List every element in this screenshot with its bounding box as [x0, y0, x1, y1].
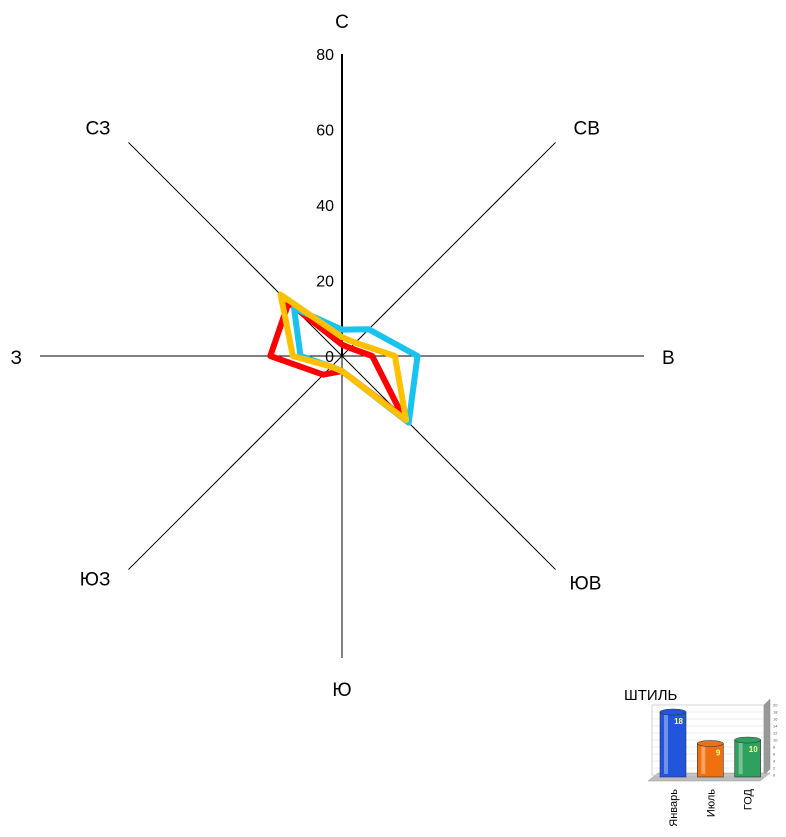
direction-label: З: [11, 348, 22, 369]
calm-bar-category-label: ГОД: [743, 788, 755, 810]
calm-bar-chart: ШТИЛЬ 0 2 4 6 8 10 12 14 16 18 20 18 Январь 9 Июль 10 Г…: [624, 687, 778, 827]
calm-chart-y-tick: 8: [773, 745, 776, 750]
radar-axis-line: [128, 142, 343, 357]
calm-bar-cap: [734, 736, 761, 744]
calm-bar: [697, 743, 724, 778]
calm-bar-highlight: [701, 746, 706, 774]
direction-label: ЮВ: [570, 574, 602, 595]
direction-label: В: [662, 348, 675, 369]
radar-axis-line: [128, 355, 343, 570]
direction-label: СЗ: [85, 118, 110, 139]
calm-chart-y-tick: 0: [773, 773, 776, 778]
calm-bar-cap: [659, 708, 687, 716]
direction-label: С: [335, 12, 349, 33]
radial-tick-label: 60: [316, 123, 334, 140]
radar-axis-line: [341, 142, 556, 357]
radial-tick-label: 20: [316, 274, 334, 291]
calm-bar-cap: [697, 740, 724, 747]
calm-bar-value-label: 10: [749, 745, 758, 754]
calm-bar: [659, 711, 687, 778]
calm-chart-side-wall: [763, 698, 771, 776]
wind-rose-radar: 0 20 40 60 80 С СВ В ЮВ Ю ЮЗ З СЗ: [11, 12, 675, 701]
calm-bar-highlight: [738, 743, 743, 774]
calm-bar: [734, 739, 761, 778]
calm-chart-y-tick: 14: [773, 724, 778, 729]
radial-tick-label: 40: [316, 198, 334, 215]
calm-chart-y-tick: 4: [773, 759, 776, 764]
direction-label: СВ: [574, 118, 600, 139]
calm-bar-highlight: [664, 715, 668, 774]
calm-bar-value-label: 9: [716, 749, 721, 758]
calm-chart-title: ШТИЛЬ: [624, 687, 678, 704]
radial-tick-label: 0: [325, 349, 334, 366]
calm-chart-y-tick: 6: [773, 752, 776, 757]
calm-chart-y-tick: 20: [773, 703, 778, 708]
radar-axis-line: [341, 355, 556, 570]
calm-chart-y-tick: 10: [773, 738, 778, 743]
calm-bar-category-label: Июль: [705, 789, 717, 817]
calm-chart-y-tick: 2: [773, 766, 776, 771]
calm-bar-value-label: 18: [674, 717, 683, 726]
calm-chart-y-tick: 18: [773, 710, 778, 715]
direction-label: ЮЗ: [80, 570, 111, 591]
radar-series-polygon: [277, 291, 410, 424]
direction-label: Ю: [332, 680, 351, 701]
calm-chart-y-tick: 16: [773, 717, 778, 722]
radial-tick-label: 80: [316, 47, 334, 64]
calm-chart-y-tick: 12: [773, 731, 778, 736]
calm-bar-category-label: Январь: [668, 789, 680, 827]
